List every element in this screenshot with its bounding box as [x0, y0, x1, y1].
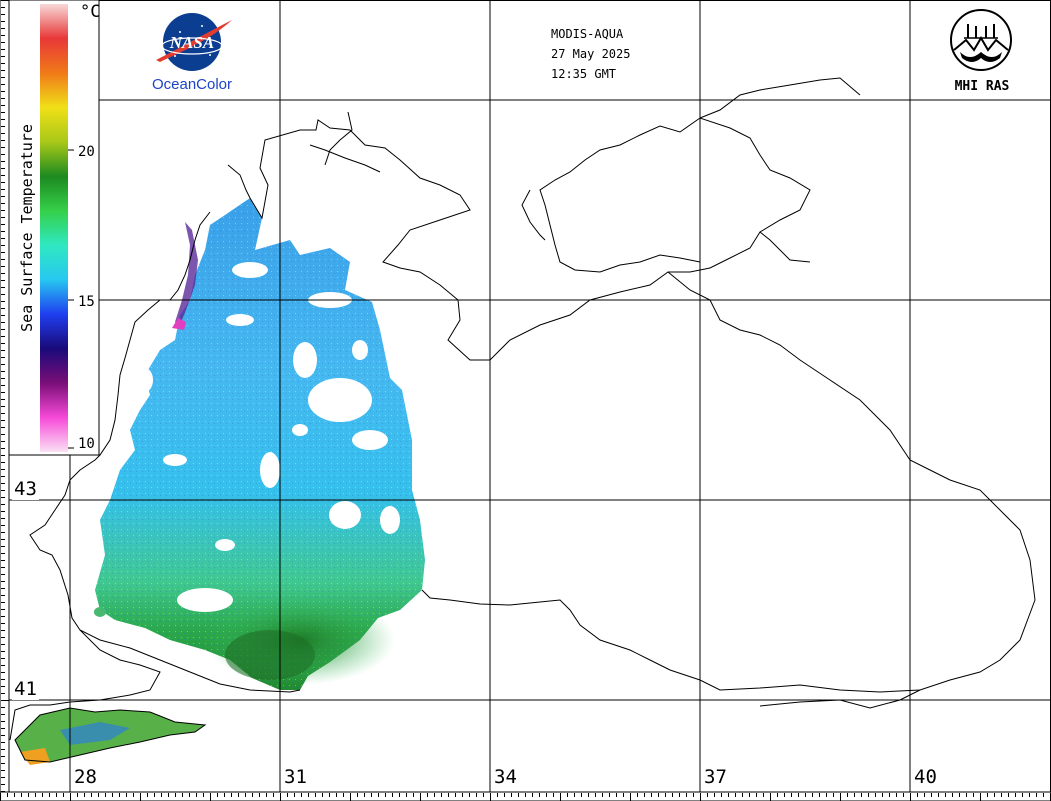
acquisition-info: MODIS-AQUA 27 May 2025 12:35 GMT [551, 24, 630, 84]
sst-data-layer [15, 198, 425, 765]
sst-warm-patch [225, 630, 315, 680]
colorbar-unit: °C [80, 2, 101, 22]
longitude-label: 34 [494, 766, 517, 788]
longitude-label: 40 [914, 766, 937, 788]
longitude-label: 31 [284, 766, 307, 788]
colorbar-title: Sea Surface Temperature [18, 124, 36, 332]
longitude-label: 37 [704, 766, 727, 788]
sst-field-overlay [95, 198, 425, 690]
date-label: 27 May 2025 [551, 47, 631, 61]
colorbar [8, 0, 100, 456]
colorbar-tick-label: 20 [78, 144, 95, 160]
sst-lake [94, 607, 106, 617]
sensor-label: MODIS-AQUA [551, 27, 624, 41]
mhi-emblem-icon [950, 9, 1012, 71]
mhi-ras-logo: MHI RAS [940, 8, 1024, 100]
colorbar-tick-label: 10 [78, 436, 95, 452]
colorbar-gradient [40, 4, 68, 452]
nasa-oceancolor-logo: NASA OceanColor [140, 10, 244, 100]
sst-marmara [60, 722, 130, 745]
nasa-wordmark: NASA [169, 33, 214, 52]
nasa-meatball-icon: NASA [156, 13, 232, 71]
longitude-label: 28 [74, 766, 97, 788]
colorbar-tick-label: 15 [78, 294, 95, 310]
oceancolor-label: OceanColor [151, 76, 233, 93]
latitude-label: 43 [12, 478, 39, 500]
time-label: 12:35 GMT [551, 67, 617, 81]
sst-marmara [20, 748, 50, 765]
cold-coastal-streak [175, 222, 198, 325]
latitude-label: 41 [12, 678, 39, 700]
mhi-ras-label: MHI RAS [954, 79, 1010, 94]
cold-coastal-streak [172, 318, 186, 330]
